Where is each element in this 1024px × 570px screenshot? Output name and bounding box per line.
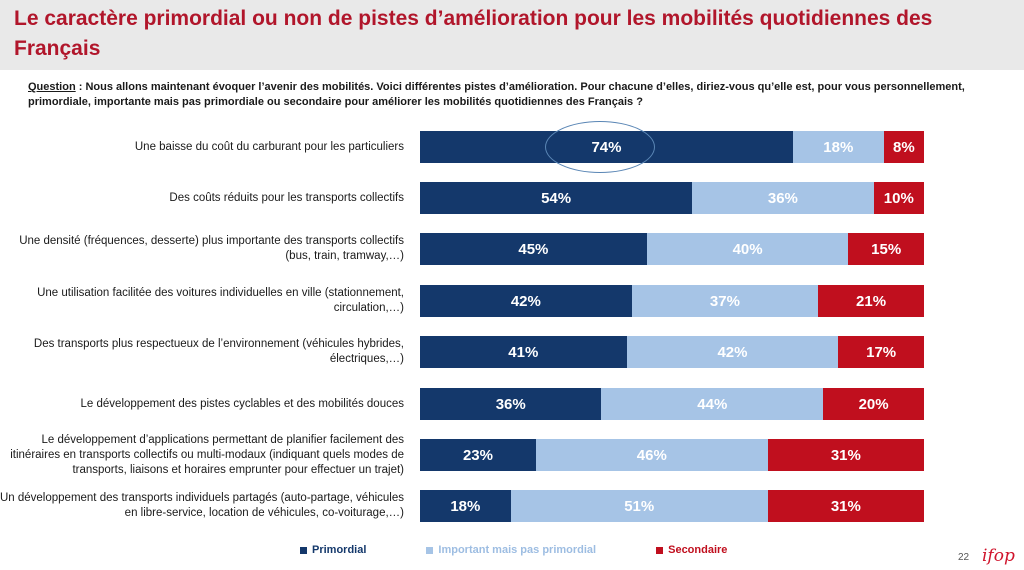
- bar-segment: 44%: [601, 388, 824, 420]
- category-label: Une baisse du coût du carburant pour les…: [134, 140, 404, 153]
- question-body: : Nous allons maintenant évoquer l’aveni…: [28, 81, 965, 108]
- bar-row: 18% 51% 31%: [420, 490, 924, 522]
- legend-item: Primordial: [300, 544, 366, 556]
- category-label: Une utilisation facilitée des voitures i…: [37, 287, 404, 314]
- bar-segment: 42%: [626, 336, 839, 368]
- ifop-logo: ifop: [982, 546, 1015, 566]
- legend-swatch: [300, 546, 307, 554]
- data-label: 44%: [697, 395, 728, 413]
- category-label: Des transports plus respectueux de l’env…: [33, 338, 404, 365]
- page-title: Le caractère primordial ou non de pistes…: [14, 7, 933, 60]
- data-label: 46%: [636, 446, 667, 464]
- data-label: 37%: [709, 292, 740, 310]
- data-label: 23%: [462, 446, 493, 464]
- data-label: 17%: [866, 343, 897, 361]
- bar-row: 36% 44% 20%: [420, 388, 924, 420]
- legend-label: Important mais pas primordial: [438, 544, 597, 556]
- data-label: 15%: [871, 240, 902, 258]
- data-label: 36%: [767, 189, 798, 207]
- data-label: 40%: [732, 240, 763, 258]
- data-label: 18%: [823, 138, 854, 156]
- data-label: 41%: [508, 343, 539, 361]
- data-label: 42%: [717, 343, 748, 361]
- question-text: Question : Nous allons maintenant évoque…: [28, 80, 968, 110]
- page-number: 22: [958, 552, 970, 563]
- bar-row: 23% 46% 31%: [420, 439, 924, 471]
- legend-swatch: [656, 546, 664, 554]
- bar-segment: 51%: [510, 490, 768, 522]
- legend-item: Secondaire: [656, 544, 727, 556]
- category-label: Le développement d’applications permetta…: [10, 433, 404, 476]
- title-band: [0, 0, 1024, 70]
- category-label: Des coûts réduits pour les transports co…: [169, 191, 404, 204]
- legend-label: Secondaire: [668, 544, 728, 556]
- bar-segment: 18%: [792, 131, 884, 163]
- bar-segment: 46%: [535, 439, 768, 471]
- bar-segment: 20%: [823, 388, 924, 420]
- bar-segment: 41%: [420, 336, 627, 368]
- bar-segment: 31%: [767, 439, 924, 471]
- legend-swatch: [426, 546, 434, 554]
- bar-row: 45% 40% 15%: [420, 233, 924, 265]
- highlight-ellipse: [545, 121, 655, 173]
- data-label: 18%: [450, 497, 481, 515]
- bar-row: 74% 18% 8%: [420, 131, 924, 163]
- data-label: 8%: [892, 138, 915, 156]
- bar-segment: 36%: [420, 388, 602, 420]
- bar-segment: 21%: [818, 285, 924, 317]
- bar-segment: 36%: [692, 182, 874, 214]
- data-label: 45%: [518, 240, 549, 258]
- chart-legend: Primordial Important mais pas primordial S…: [300, 544, 787, 556]
- data-label: 10%: [883, 189, 914, 207]
- category-label: Le développement des pistes cyclables et…: [80, 397, 404, 410]
- bar-segment: 17%: [838, 336, 924, 368]
- legend-label: Primordial: [312, 544, 367, 556]
- legend-item: Important mais pas primordial: [426, 544, 596, 556]
- bar-row: 42% 37% 21%: [420, 285, 924, 317]
- data-label: 31%: [830, 446, 861, 464]
- bar-row: 41% 42% 17%: [420, 336, 924, 368]
- bar-segment: 8%: [883, 131, 924, 163]
- bar-segment: 54%: [420, 182, 693, 214]
- bar-segment: 15%: [848, 233, 924, 265]
- bar-segment: 18%: [420, 490, 511, 522]
- bar-segment: 42%: [420, 285, 632, 317]
- category-label: Un développement des transports individu…: [0, 492, 404, 519]
- category-label: Une densité (fréquences, desserte) plus …: [19, 235, 404, 262]
- data-label: 20%: [858, 395, 889, 413]
- data-label: 21%: [856, 292, 887, 310]
- bar-row: 54% 36% 10%: [420, 182, 924, 214]
- bar-segment: 40%: [646, 233, 849, 265]
- data-label: 54%: [541, 189, 572, 207]
- bar-segment: 23%: [420, 439, 536, 471]
- bar-segment: 31%: [767, 490, 924, 522]
- data-label: 36%: [495, 395, 526, 413]
- data-label: 31%: [830, 497, 861, 515]
- data-label: 42%: [510, 292, 541, 310]
- question-label: Question: [28, 81, 76, 93]
- data-label: 51%: [624, 497, 655, 515]
- bar-segment: 10%: [873, 182, 924, 214]
- bar-segment: 45%: [420, 233, 647, 265]
- bar-segment: 37%: [631, 285, 819, 317]
